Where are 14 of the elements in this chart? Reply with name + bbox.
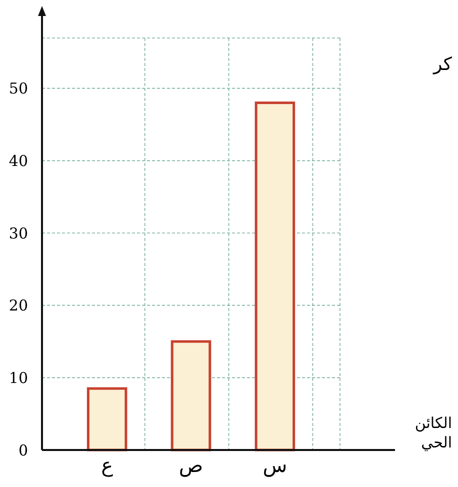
y-tick-label: 10 xyxy=(8,368,28,387)
y-tick-label: 30 xyxy=(8,224,28,242)
bar xyxy=(170,340,212,452)
text: كر xyxy=(432,54,452,75)
y-tick-label: 20 xyxy=(8,296,28,315)
x-tick-label: ع xyxy=(101,453,114,477)
x-axis-title: الكائن الحي xyxy=(414,414,452,452)
y-tick-label: 0 xyxy=(18,441,28,460)
x-tick-label: ص xyxy=(178,453,204,477)
y-tick-label: 50 xyxy=(8,80,28,98)
bar xyxy=(86,387,128,452)
x-tick-label: س xyxy=(262,453,288,477)
bar xyxy=(254,102,296,452)
y-tick-label: 40 xyxy=(8,152,28,170)
